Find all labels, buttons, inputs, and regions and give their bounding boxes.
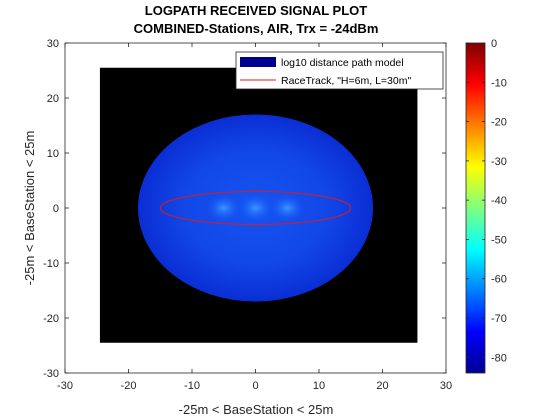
x-tick-label: -10 bbox=[184, 380, 200, 392]
y-axis-ticks: -30 -20 -10 0 10 20 30 bbox=[43, 38, 446, 380]
station-hotspot bbox=[238, 194, 273, 222]
y-tick-label: -30 bbox=[43, 368, 59, 380]
colorbar-tick-label: -80 bbox=[491, 352, 507, 364]
x-tick-label: -20 bbox=[121, 380, 137, 392]
colorbar-tick-label: -60 bbox=[491, 274, 507, 286]
x-tick-label: 20 bbox=[376, 380, 388, 392]
colorbar-tick-label: -10 bbox=[491, 77, 507, 89]
x-axis-label: -25m < BaseStation < 25m bbox=[179, 402, 334, 417]
y-tick-label: -10 bbox=[43, 258, 59, 270]
station-hotspot bbox=[270, 194, 304, 222]
racetrack-line bbox=[159, 191, 352, 225]
legend-label-heatmap: log10 distance path model bbox=[281, 57, 404, 69]
x-tick-label: 30 bbox=[440, 380, 452, 392]
colorbar-scale bbox=[465, 42, 486, 374]
chart-title-line-2: COMBINED-Stations, AIR, Trx = -24dBm bbox=[134, 21, 379, 36]
x-tick-label: 0 bbox=[252, 380, 258, 392]
colorbar-tick-label: -20 bbox=[491, 117, 507, 129]
colorbar-tick-label: -50 bbox=[491, 234, 507, 246]
x-tick-label: 10 bbox=[313, 380, 325, 392]
legend-label-racetrack: RaceTrack, "H=6m, L=30m" bbox=[281, 75, 411, 87]
legend: log10 distance path model RaceTrack, "H=6… bbox=[235, 51, 444, 90]
y-tick-label: 30 bbox=[47, 38, 59, 50]
station-hotspot bbox=[207, 194, 241, 222]
legend-swatch-heatmap bbox=[240, 57, 276, 67]
y-tick-label: -20 bbox=[43, 313, 59, 325]
y-tick-label: 20 bbox=[47, 93, 59, 105]
plot-area bbox=[64, 42, 447, 374]
colorbar-tick-label: -40 bbox=[491, 195, 507, 207]
colorbar: 0 -10 -20 -30 -40 -50 -60 -70 -80 bbox=[465, 38, 507, 374]
plot-content bbox=[99, 67, 418, 343]
y-tick-label: 0 bbox=[53, 203, 59, 215]
x-axis-ticks: -30 -20 -10 0 10 20 30 bbox=[57, 43, 452, 392]
colorbar-tick-label: 0 bbox=[491, 38, 497, 50]
x-tick-label: -30 bbox=[57, 380, 73, 392]
chart-title-line-1: LOGPATH RECEIVED SIGNAL PLOT bbox=[145, 3, 368, 18]
colorbar-tick-label: -30 bbox=[491, 156, 507, 168]
colorbar-tick-label: -70 bbox=[491, 313, 507, 325]
y-tick-label: 10 bbox=[47, 148, 59, 160]
y-axis-label: -25m < BaseStation < 25m bbox=[22, 131, 37, 286]
